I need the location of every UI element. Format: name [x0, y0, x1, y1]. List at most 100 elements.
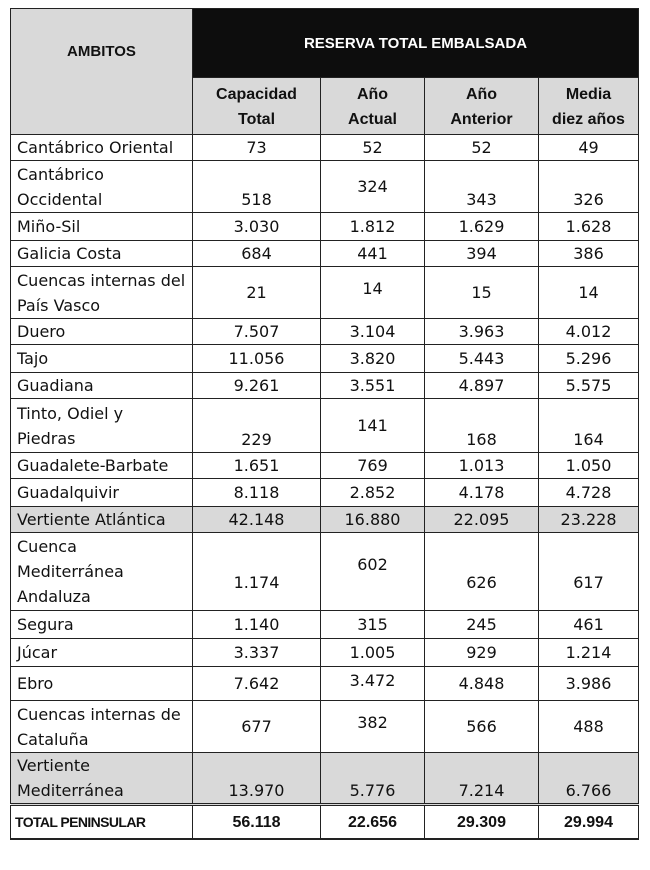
cell-media: 461 — [537, 610, 640, 639]
subtotal-row: Vertiente Atlántica 42.148 16.880 22.095… — [10, 506, 640, 533]
cell-capacidad: 1.140 — [192, 610, 321, 639]
row-label: Cuencas internas de Cataluña — [10, 700, 193, 753]
cell-media: 49 — [537, 134, 640, 161]
table-row: Tinto, Odiel y Piedras 229 141 168 164 — [10, 398, 640, 453]
cell-anterior: 626 — [424, 532, 539, 611]
cell-capacidad: 3.030 — [192, 212, 321, 241]
header-ano-actual: Año Actual — [320, 77, 425, 135]
cell-anterior: 566 — [424, 700, 539, 753]
cell-actual: 769 — [320, 452, 425, 479]
cell-media: 4.012 — [537, 318, 640, 345]
row-label: Tajo — [10, 344, 193, 373]
cell-anterior: 1.013 — [424, 452, 539, 479]
header-media-diez-anos: Media diez años — [537, 77, 640, 135]
cell-actual: 1.812 — [320, 212, 425, 241]
cell-anterior: 394 — [424, 240, 539, 267]
cell-media: 6.766 — [537, 752, 640, 805]
cell-actual: 3.104 — [320, 318, 425, 345]
cell-media: 164 — [537, 398, 640, 453]
cell-actual: 602 — [320, 532, 425, 611]
table-row: Cantábrico Oriental 73 52 52 49 — [10, 134, 640, 161]
cell-actual: 441 — [320, 240, 425, 267]
reservoir-table: AMBITOS RESERVA TOTAL EMBALSADA Capacida… — [10, 8, 640, 840]
cell-capacidad: 11.056 — [192, 344, 321, 373]
cell-actual: 382 — [320, 700, 425, 753]
header-capacidad-total: Capacidad Total — [192, 77, 321, 135]
cell-media: 617 — [537, 532, 640, 611]
cell-media: 23.228 — [537, 506, 640, 533]
cell-capacidad: 518 — [192, 160, 321, 213]
row-label: Cuencas internas del País Vasco — [10, 266, 193, 319]
cell-media: 5.575 — [537, 372, 640, 399]
cell-capacidad: 229 — [192, 398, 321, 453]
cell-actual: 3.820 — [320, 344, 425, 373]
cell-anterior: 168 — [424, 398, 539, 453]
cell-capacidad: 8.118 — [192, 478, 321, 507]
cell-media: 488 — [537, 700, 640, 753]
table-row: Miño-Sil 3.030 1.812 1.629 1.628 — [10, 212, 640, 241]
cell-anterior: 4.178 — [424, 478, 539, 507]
total-anterior: 29.309 — [424, 803, 539, 840]
table-row: Galicia Costa 684 441 394 386 — [10, 240, 640, 267]
cell-anterior: 5.443 — [424, 344, 539, 373]
row-label: Ebro — [10, 666, 193, 701]
row-label: Júcar — [10, 638, 193, 667]
cell-anterior: 1.629 — [424, 212, 539, 241]
cell-actual: 16.880 — [320, 506, 425, 533]
header-ambitos: AMBITOS — [10, 8, 193, 135]
cell-media: 1.050 — [537, 452, 640, 479]
row-label: Guadalquivir — [10, 478, 193, 507]
cell-actual: 1.005 — [320, 638, 425, 667]
table-row: Guadalete-Barbate 1.651 769 1.013 1.050 — [10, 452, 640, 479]
cell-capacidad: 7.642 — [192, 666, 321, 701]
cell-anterior: 52 — [424, 134, 539, 161]
reservoir-table-container: AMBITOS RESERVA TOTAL EMBALSADA Capacida… — [10, 8, 640, 840]
cell-actual: 5.776 — [320, 752, 425, 805]
row-label: Cuenca Mediterránea Andaluza — [10, 532, 193, 611]
table-row: Duero 7.507 3.104 3.963 4.012 — [10, 318, 640, 345]
row-label: Vertiente Mediterránea — [10, 752, 193, 805]
row-label: Duero — [10, 318, 193, 345]
cell-media: 14 — [537, 266, 640, 319]
cell-capacidad: 677 — [192, 700, 321, 753]
table-row: Tajo 11.056 3.820 5.443 5.296 — [10, 344, 640, 373]
table-row: Ebro 7.642 3.472 4.848 3.986 — [10, 666, 640, 701]
cell-capacidad: 13.970 — [192, 752, 321, 805]
table-row: Cuencas internas del País Vasco 21 14 15 … — [10, 266, 640, 319]
subtotal-row: Vertiente Mediterránea 13.970 5.776 7.214… — [10, 752, 640, 805]
row-label: Segura — [10, 610, 193, 639]
cell-capacidad: 1.174 — [192, 532, 321, 611]
cell-anterior: 7.214 — [424, 752, 539, 805]
table-row: Guadiana 9.261 3.551 4.897 5.575 — [10, 372, 640, 399]
row-label: Galicia Costa — [10, 240, 193, 267]
cell-capacidad: 684 — [192, 240, 321, 267]
total-label: TOTAL PENINSULAR — [10, 803, 193, 840]
row-label: Cantábrico Oriental — [10, 134, 193, 161]
cell-media: 386 — [537, 240, 640, 267]
cell-capacidad: 9.261 — [192, 372, 321, 399]
cell-capacidad: 7.507 — [192, 318, 321, 345]
table-row: Segura 1.140 315 245 461 — [10, 610, 640, 639]
cell-capacidad: 3.337 — [192, 638, 321, 667]
table-row: Cuencas internas de Cataluña 677 382 566 … — [10, 700, 640, 753]
cell-capacidad: 73 — [192, 134, 321, 161]
cell-media: 326 — [537, 160, 640, 213]
cell-anterior: 15 — [424, 266, 539, 319]
cell-capacidad: 21 — [192, 266, 321, 319]
row-label: Vertiente Atlántica — [10, 506, 193, 533]
row-label: Miño-Sil — [10, 212, 193, 241]
table-row: Cantábrico Occidental 518 324 343 326 — [10, 160, 640, 213]
cell-actual: 141 — [320, 398, 425, 453]
cell-actual: 52 — [320, 134, 425, 161]
header-reserva-total: RESERVA TOTAL EMBALSADA — [191, 8, 640, 78]
cell-anterior: 343 — [424, 160, 539, 213]
cell-media: 1.214 — [537, 638, 640, 667]
cell-media: 3.986 — [537, 666, 640, 701]
cell-actual: 14 — [320, 266, 425, 319]
cell-actual: 2.852 — [320, 478, 425, 507]
row-label: Guadalete-Barbate — [10, 452, 193, 479]
total-row: TOTAL PENINSULAR 56.118 22.656 29.309 29… — [10, 803, 640, 840]
cell-anterior: 4.848 — [424, 666, 539, 701]
cell-actual: 3.551 — [320, 372, 425, 399]
cell-actual: 324 — [320, 160, 425, 213]
